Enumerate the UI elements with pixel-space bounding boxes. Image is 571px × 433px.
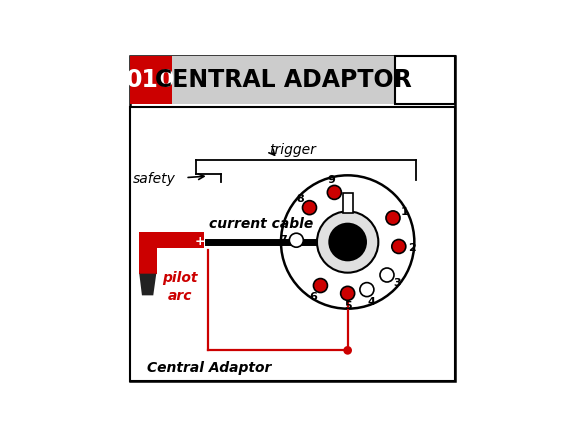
Text: 7: 7 [279, 235, 287, 245]
Circle shape [281, 175, 415, 309]
Text: 8: 8 [296, 194, 304, 204]
Circle shape [380, 268, 394, 282]
Text: pilot
arc: pilot arc [162, 271, 198, 303]
Bar [395, 56, 455, 103]
Circle shape [327, 185, 341, 200]
Text: 1: 1 [401, 207, 408, 217]
Bar [172, 56, 395, 103]
Text: 6: 6 [309, 291, 317, 301]
Text: 9: 9 [327, 175, 335, 185]
Text: Central Adaptor: Central Adaptor [147, 361, 271, 375]
Circle shape [303, 200, 316, 215]
Bar [139, 248, 157, 274]
Text: safety: safety [133, 172, 176, 186]
Text: 2: 2 [408, 242, 416, 252]
Circle shape [317, 211, 379, 273]
Circle shape [343, 346, 352, 355]
Bar [130, 107, 455, 381]
Text: 3: 3 [393, 278, 401, 288]
Text: CENTRAL ADAPTOR: CENTRAL ADAPTOR [155, 68, 412, 92]
Circle shape [328, 223, 367, 262]
Bar [130, 56, 172, 103]
Text: 4: 4 [368, 297, 376, 307]
Text: trigger: trigger [269, 143, 316, 157]
Circle shape [360, 283, 374, 297]
Circle shape [341, 286, 355, 301]
Circle shape [392, 239, 406, 253]
Circle shape [289, 233, 303, 247]
Text: 5: 5 [344, 301, 352, 311]
Bar [343, 193, 353, 213]
Text: current cable: current cable [209, 216, 313, 231]
Circle shape [313, 278, 327, 293]
Polygon shape [139, 274, 156, 295]
Text: +: + [195, 235, 205, 248]
Circle shape [386, 211, 400, 225]
Text: 010: 010 [126, 68, 175, 92]
Bar [139, 232, 204, 248]
